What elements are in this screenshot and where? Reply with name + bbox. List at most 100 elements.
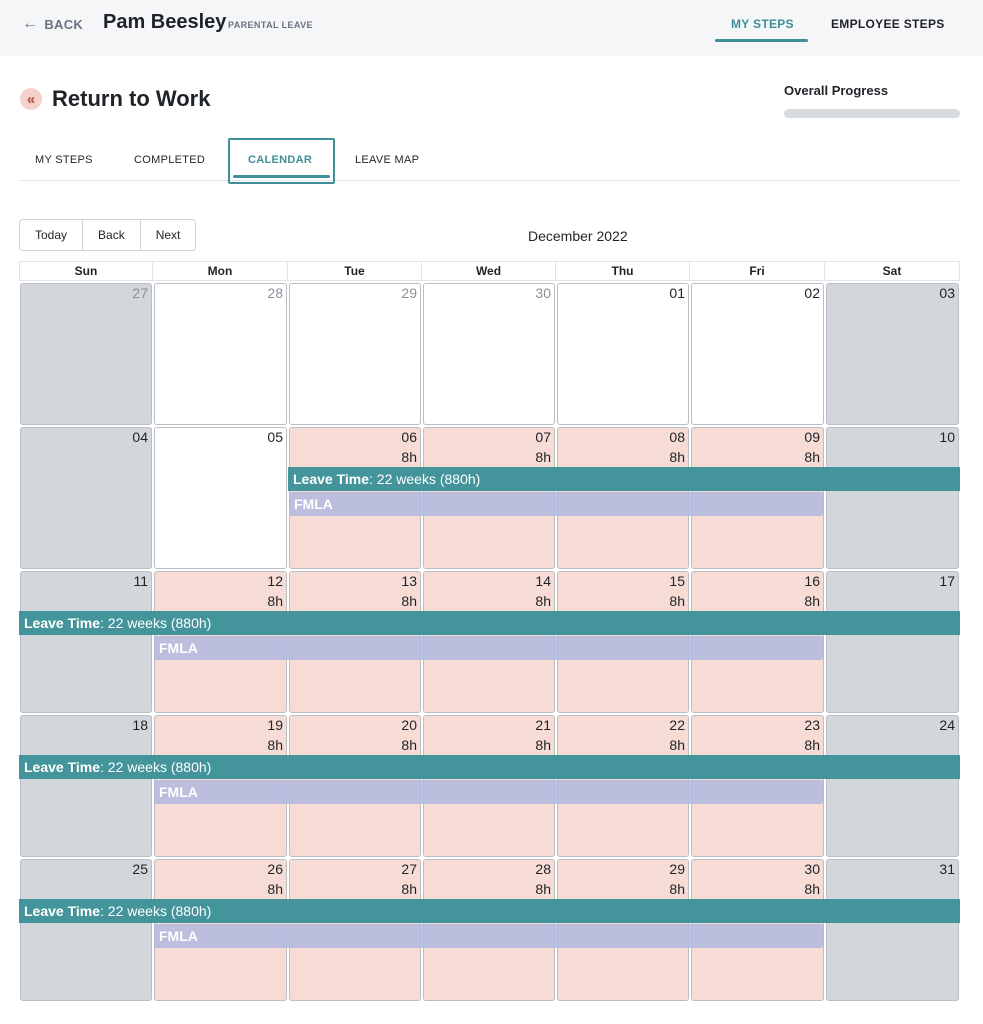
day-number: 28	[267, 285, 283, 301]
back-button[interactable]: Back	[83, 220, 141, 250]
calendar-day[interactable]: 31	[826, 859, 959, 1001]
calendar-week: 25 26 8h 27 8h 28 8h 29 8h 30 8h 31 Leave Time: 22 w…	[19, 857, 960, 1001]
day-number: 05	[267, 429, 283, 445]
leave-time-event[interactable]: Leave Time: 22 weeks (880h)	[288, 467, 960, 491]
day-of-week-sat: Sat	[825, 261, 960, 281]
day-hours: 8h	[804, 737, 820, 753]
calendar-week: 04 05 06 8h 07 8h 08 8h 09 8h 10 Leave Time: 22 wee…	[19, 425, 960, 569]
day-hours: 8h	[669, 449, 685, 465]
day-number: 20	[401, 717, 417, 733]
arrow-left-icon: ←	[22, 15, 39, 32]
leave-time-event[interactable]: Leave Time: 22 weeks (880h)	[19, 611, 960, 635]
back-link[interactable]: ← BACK	[22, 16, 83, 32]
calendar-week: 11 12 8h 13 8h 14 8h 15 8h 16 8h 17 Leave Time: 22 w…	[19, 569, 960, 713]
day-number: 04	[132, 429, 148, 445]
calendar-grid: Sun Mon Tue Wed Thu Fri Sat 27 28 29 30 01 02 03 04 05…	[19, 261, 960, 1001]
day-hours: 8h	[669, 737, 685, 753]
day-number: 08	[669, 429, 685, 445]
calendar-day[interactable]: 03	[826, 283, 959, 425]
calendar-day[interactable]: 29	[289, 283, 421, 425]
calendar-day[interactable]: 02	[691, 283, 824, 425]
calendar-day[interactable]: 24	[826, 715, 959, 857]
day-number: 11	[133, 573, 148, 589]
day-number: 17	[939, 573, 955, 589]
month-label: December 2022	[528, 228, 628, 244]
fmla-event[interactable]: FMLA	[289, 492, 824, 516]
calendar-day[interactable]: 25	[20, 859, 152, 1001]
sub-tab-my-steps[interactable]: MY STEPS	[35, 154, 93, 166]
day-number: 19	[267, 717, 283, 733]
calendar-day[interactable]: 10	[826, 427, 959, 569]
day-of-week-header: Sun Mon Tue Wed Thu Fri Sat	[19, 261, 960, 281]
day-number: 14	[535, 573, 551, 589]
day-of-week-sun: Sun	[19, 261, 153, 281]
leave-event-title: Leave Time	[24, 615, 101, 631]
day-hours: 8h	[401, 449, 417, 465]
day-hours: 8h	[535, 737, 551, 753]
day-of-week-thu: Thu	[556, 261, 690, 281]
day-number: 02	[804, 285, 820, 301]
day-number: 24	[939, 717, 955, 733]
day-number: 23	[804, 717, 820, 733]
calendar-day[interactable]: 01	[557, 283, 689, 425]
leave-time-event[interactable]: Leave Time: 22 weeks (880h)	[19, 755, 960, 779]
day-hours: 8h	[267, 881, 283, 897]
day-number: 30	[535, 285, 551, 301]
day-hours: 8h	[669, 881, 685, 897]
calendar-day[interactable]: 17	[826, 571, 959, 713]
leave-time-event[interactable]: Leave Time: 22 weeks (880h)	[19, 899, 960, 923]
calendar-day[interactable]: 04	[20, 427, 152, 569]
next-button[interactable]: Next	[140, 220, 196, 250]
day-number: 15	[669, 573, 685, 589]
back-label: BACK	[44, 16, 84, 32]
day-number: 10	[939, 429, 955, 445]
top-tab-employee-steps[interactable]: EMPLOYEE STEPS	[831, 17, 945, 31]
day-number: 01	[669, 285, 685, 301]
day-number: 26	[267, 861, 283, 877]
day-number: 03	[939, 285, 955, 301]
today-button[interactable]: Today	[20, 220, 84, 250]
day-hours: 8h	[267, 737, 283, 753]
sub-tab-indicator	[233, 175, 330, 178]
employee-name: Pam Beesley	[103, 11, 227, 33]
day-number: 27	[132, 285, 148, 301]
calendar-day[interactable]: 18	[20, 715, 152, 857]
fmla-event[interactable]: FMLA	[154, 780, 824, 804]
leave-type-label: PARENTAL LEAVE	[228, 20, 313, 30]
sub-tab-leave-map[interactable]: LEAVE MAP	[355, 154, 420, 166]
day-number: 30	[804, 861, 820, 877]
day-hours: 8h	[804, 881, 820, 897]
day-number: 09	[804, 429, 820, 445]
day-number: 29	[401, 285, 417, 301]
day-number: 22	[669, 717, 685, 733]
double-chevron-left-icon[interactable]: «	[20, 88, 42, 110]
leave-event-detail: : 22 weeks (880h)	[100, 759, 212, 775]
calendar-day[interactable]: 05	[154, 427, 287, 569]
sub-tab-completed[interactable]: COMPLETED	[134, 154, 206, 166]
calendar-day[interactable]: 30	[423, 283, 555, 425]
day-number: 27	[401, 861, 417, 877]
calendar-day[interactable]: 27	[20, 283, 152, 425]
leave-event-title: Leave Time	[24, 903, 101, 919]
calendar-day[interactable]: 28	[154, 283, 287, 425]
day-of-week-tue: Tue	[288, 261, 422, 281]
leave-event-title: Leave Time	[293, 471, 370, 487]
day-number: 06	[401, 429, 417, 445]
day-number: 29	[669, 861, 685, 877]
top-bar: ← BACK Pam Beesley PARENTAL LEAVE MY STE…	[0, 0, 983, 56]
calendar-day[interactable]: 11	[20, 571, 152, 713]
leave-event-detail: : 22 weeks (880h)	[369, 471, 481, 487]
sub-tab-calendar[interactable]: CALENDAR	[248, 154, 313, 166]
day-number: 16	[804, 573, 820, 589]
day-hours: 8h	[401, 881, 417, 897]
day-of-week-mon: Mon	[153, 261, 288, 281]
day-number: 25	[132, 861, 148, 877]
day-hours: 8h	[401, 737, 417, 753]
day-number: 07	[535, 429, 551, 445]
fmla-event[interactable]: FMLA	[154, 924, 824, 948]
active-tab-indicator	[715, 39, 808, 42]
top-tab-my-steps[interactable]: MY STEPS	[731, 17, 794, 31]
day-of-week-fri: Fri	[690, 261, 825, 281]
calendar-nav-buttons: Today Back Next	[19, 219, 197, 251]
fmla-event[interactable]: FMLA	[154, 636, 824, 660]
